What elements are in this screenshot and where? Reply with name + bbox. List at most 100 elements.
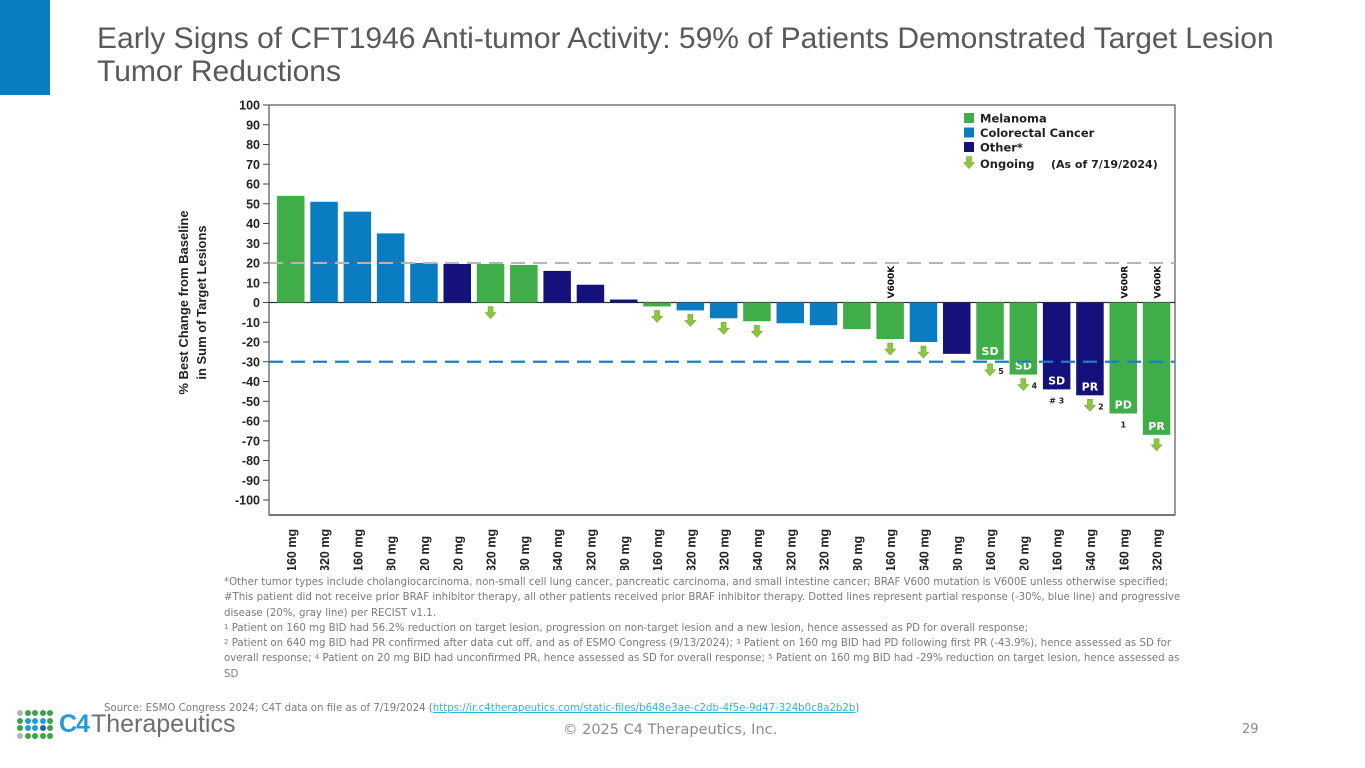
footnote-3: Patient on 160 mg BID had PD following f… bbox=[224, 638, 1172, 665]
title-accent-bar bbox=[0, 0, 50, 95]
x-tick-label: 640 mg bbox=[917, 529, 931, 570]
y-tick-label: -10 bbox=[242, 316, 260, 330]
x-tick-label: 160 mg bbox=[1117, 529, 1131, 570]
footnote-2: Patient on 640 mg BID had PR confirmed a… bbox=[231, 638, 733, 650]
y-tick-label: 20 bbox=[246, 257, 260, 271]
response-label: SD bbox=[982, 345, 999, 358]
bar bbox=[1109, 302, 1137, 414]
x-tick-label: 320 mg bbox=[784, 529, 798, 570]
bar bbox=[343, 211, 372, 303]
response-label: PR bbox=[1148, 420, 1165, 433]
legend-label: Colorectal Cancer bbox=[980, 126, 1095, 140]
page-number: 29 bbox=[1242, 722, 1259, 737]
bar bbox=[410, 263, 438, 303]
y-tick-label: 60 bbox=[246, 178, 260, 192]
x-tick-label: 80 mg bbox=[951, 536, 965, 570]
x-tick-label: 320 mg bbox=[584, 529, 598, 570]
mutation-label: V600K bbox=[887, 265, 897, 299]
copyright: © 2025 C4 Therapeutics, Inc. bbox=[563, 722, 778, 738]
footnote-mark: 1 bbox=[1120, 420, 1126, 429]
x-tick-label: 80 mg bbox=[618, 536, 632, 570]
bar bbox=[610, 299, 638, 303]
legend-swatch bbox=[964, 142, 974, 152]
ongoing-arrow-icon bbox=[650, 310, 664, 323]
bar bbox=[310, 201, 338, 303]
mutation-label: V600K bbox=[1154, 265, 1164, 299]
y-tick-label: 30 bbox=[246, 237, 260, 251]
x-tick-label: 160 mg bbox=[1051, 529, 1065, 570]
source-citation: Source: ESMO Congress 2024; C4T data on … bbox=[104, 703, 859, 714]
legend-swatch bbox=[964, 113, 974, 123]
footnotes: *Other tumor types include cholangiocarc… bbox=[224, 575, 1184, 682]
y-tick-label: 10 bbox=[246, 276, 260, 290]
logo-dots-icon bbox=[17, 710, 53, 739]
x-tick-label: 320 mg bbox=[818, 529, 832, 570]
x-tick-label: 320 mg bbox=[318, 529, 332, 570]
bar bbox=[676, 302, 705, 311]
y-tick-label: -80 bbox=[242, 454, 260, 468]
footnote-mark: # 3 bbox=[1049, 396, 1064, 405]
footnote-1: Patient on 160 mg BID had 56.2% reductio… bbox=[231, 622, 1029, 634]
y-tick-label: -70 bbox=[242, 434, 260, 448]
response-label: SD bbox=[1048, 374, 1065, 387]
bar bbox=[510, 264, 538, 303]
x-tick-label: 320 mg bbox=[684, 529, 698, 570]
response-label: PR bbox=[1082, 380, 1099, 393]
y-tick-label: 80 bbox=[246, 138, 260, 152]
footnote-5: Patient on 160 mg BID had -29% reduction… bbox=[224, 653, 1180, 680]
legend-label: Melanoma bbox=[980, 112, 1047, 126]
bar bbox=[809, 302, 838, 326]
ongoing-arrow-icon bbox=[750, 324, 764, 338]
x-tick-label: 320 mg bbox=[1151, 529, 1165, 570]
bar bbox=[1076, 302, 1104, 396]
footnote-mark: 2 bbox=[1098, 402, 1104, 411]
x-tick-label: 80 mg bbox=[518, 536, 532, 570]
legend-box bbox=[950, 106, 1167, 186]
x-tick-label: 640 mg bbox=[751, 529, 765, 570]
bar bbox=[376, 233, 405, 303]
ongoing-arrow-icon bbox=[883, 342, 897, 356]
footnote-4: Patient on 20 mg BID had unconfirmed PR,… bbox=[322, 653, 765, 665]
bar bbox=[443, 263, 471, 303]
bar bbox=[843, 302, 871, 330]
bar bbox=[1142, 302, 1171, 435]
y-axis-label: in Sum of Target Lesions bbox=[194, 225, 209, 379]
bar bbox=[709, 302, 738, 319]
bar bbox=[943, 302, 971, 354]
ongoing-arrow-icon bbox=[717, 322, 730, 335]
bar bbox=[643, 302, 671, 307]
ongoing-arrow-icon bbox=[1017, 378, 1030, 392]
y-tick-label: -20 bbox=[242, 336, 260, 350]
footnote-mark: 5 bbox=[998, 367, 1004, 376]
x-tick-label: 160 mg bbox=[651, 529, 665, 570]
y-tick-label: 70 bbox=[246, 158, 260, 172]
footnote-numbered: 1 Patient on 160 mg BID had 56.2% reduct… bbox=[224, 622, 1180, 680]
x-tick-label: 80 mg bbox=[851, 536, 865, 570]
y-tick-label: 50 bbox=[246, 197, 260, 211]
x-tick-label: 20 mg bbox=[451, 536, 465, 570]
y-tick-label: -40 bbox=[242, 375, 260, 389]
footnote-mark: 4 bbox=[1032, 382, 1038, 391]
x-tick-label: 640 mg bbox=[551, 529, 565, 570]
bar bbox=[543, 270, 571, 303]
ongoing-arrow-icon bbox=[917, 345, 930, 359]
source-suffix: ) bbox=[855, 703, 860, 714]
x-tick-label: 160 mg bbox=[285, 529, 299, 570]
source-prefix: Source: ESMO Congress 2024; C4T data on … bbox=[104, 703, 433, 714]
bar bbox=[1042, 302, 1071, 390]
bar bbox=[976, 302, 1004, 360]
source-link[interactable]: https://ir.c4therapeutics.com/static-fil… bbox=[432, 703, 856, 714]
x-tick-label: 160 mg bbox=[884, 529, 898, 570]
y-tick-label: -90 bbox=[242, 474, 260, 488]
bar bbox=[576, 284, 605, 303]
bar bbox=[277, 195, 305, 303]
bar bbox=[743, 302, 771, 322]
legend-ongoing-arrow-icon bbox=[962, 156, 976, 169]
ongoing-arrow-icon bbox=[684, 314, 697, 327]
x-tick-label: 160 mg bbox=[351, 529, 365, 570]
bar bbox=[876, 302, 904, 340]
x-tick-label: 80 mg bbox=[385, 536, 399, 570]
ongoing-arrow-icon bbox=[983, 363, 997, 377]
y-tick-label: -100 bbox=[235, 494, 260, 508]
bar bbox=[909, 302, 938, 342]
